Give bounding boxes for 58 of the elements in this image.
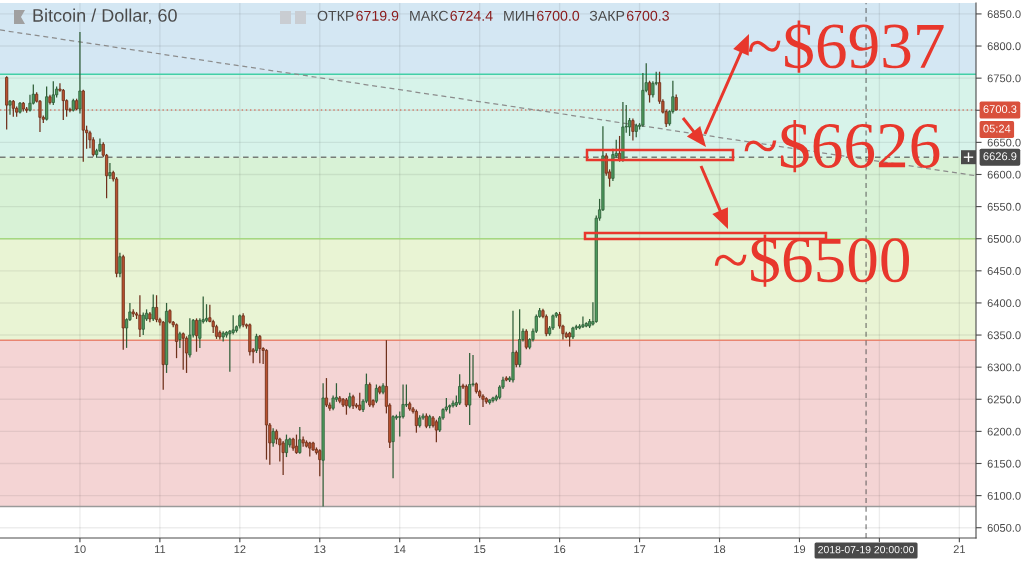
y-tick-label: 6800.0 [987, 42, 1021, 51]
candlestick [544, 313, 548, 337]
y-tick-label: 6400.0 [987, 299, 1021, 308]
x-tick-label: 21 [953, 545, 965, 553]
candlestick [138, 294, 142, 338]
annotation: ~$6937 [748, 20, 944, 73]
annotation: ОТКР 6719.9 [317, 10, 399, 21]
ref-line-label: 6626.9 [983, 152, 1017, 161]
y-tick-label: 6850.0 [987, 10, 1021, 19]
candlestick [281, 440, 285, 476]
x-tick-label: 16 [554, 545, 566, 554]
y-tick-label: 6300.0 [987, 363, 1021, 372]
ref-line-label: 2018-07-19 20:00:00 [818, 545, 915, 554]
y-tick-label: 6150.0 [987, 459, 1021, 468]
y-tick-label: 6750.0 [987, 74, 1021, 83]
candlestick [374, 383, 378, 404]
y-tick-label: 6350.0 [987, 331, 1021, 340]
candlestick [118, 252, 122, 278]
y-tick-label: 6600.0 [987, 170, 1021, 179]
y-tick-label: 6050.0 [987, 523, 1021, 532]
y-tick-label: 6450.0 [987, 267, 1021, 275]
x-tick-label: 10 [74, 545, 86, 554]
y-tick-label: 6250.0 [987, 395, 1021, 404]
x-tick-label: 19 [794, 545, 806, 554]
candlestick [184, 335, 189, 374]
candlestick [468, 352, 472, 426]
candlestick [141, 311, 145, 336]
annotation: ~$6500 [714, 234, 910, 287]
candlestick [108, 162, 112, 180]
x-tick-label: 15 [474, 545, 486, 554]
candlestick [318, 448, 322, 477]
y-tick-label: 6500.0 [987, 234, 1021, 243]
ref-line-label: 6700.3 [983, 105, 1017, 114]
candlestick [188, 317, 192, 359]
candlestick [178, 331, 182, 349]
annotation: МИН 6700.0 [504, 10, 580, 21]
annotation: ЗАКР 6700.3 [589, 10, 669, 21]
x-tick-label: 14 [394, 545, 406, 553]
text: 05:24 [983, 124, 1011, 133]
candlestick [154, 294, 159, 323]
x-tick-label: 11 [154, 545, 166, 553]
candlestick [254, 333, 259, 354]
y-tick-label: 6550.0 [987, 202, 1021, 211]
y-tick-label: 6100.0 [987, 491, 1021, 500]
x-tick-label: 17 [634, 545, 646, 553]
candlestick [194, 317, 199, 353]
annotation: МАКС 6724.4 [410, 10, 493, 21]
annotation: ~$6626 [744, 120, 940, 173]
candlestick [324, 377, 329, 408]
y-tick-label: 6650.0 [987, 138, 1021, 147]
chart-title: Bitcoin / Dollar, 60 [33, 8, 177, 24]
candlestick [434, 419, 438, 443]
x-tick-label: 12 [234, 545, 246, 553]
candlestick [271, 427, 275, 448]
x-tick-label: 13 [314, 545, 326, 554]
candlestick [181, 331, 185, 371]
x-tick-label: 18 [714, 545, 726, 554]
y-tick-label: 6200.0 [987, 427, 1021, 436]
